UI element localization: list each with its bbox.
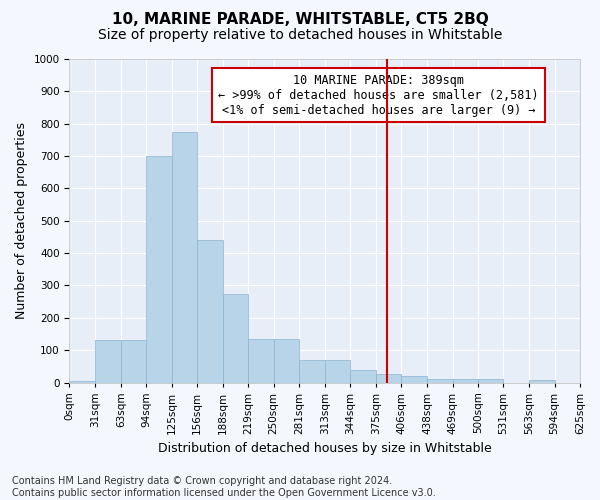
- Text: 10, MARINE PARADE, WHITSTABLE, CT5 2BQ: 10, MARINE PARADE, WHITSTABLE, CT5 2BQ: [112, 12, 488, 28]
- Bar: [478, 378, 503, 382]
- Bar: [95, 340, 121, 382]
- Bar: [401, 376, 427, 382]
- Bar: [376, 374, 401, 382]
- Bar: [121, 340, 146, 382]
- Bar: [146, 156, 172, 382]
- Text: Contains HM Land Registry data © Crown copyright and database right 2024.
Contai: Contains HM Land Registry data © Crown c…: [12, 476, 436, 498]
- Bar: [350, 370, 376, 382]
- Bar: [223, 294, 248, 382]
- Bar: [325, 360, 350, 382]
- Bar: [299, 360, 325, 382]
- Text: 10 MARINE PARADE: 389sqm
← >99% of detached houses are smaller (2,581)
<1% of se: 10 MARINE PARADE: 389sqm ← >99% of detac…: [218, 74, 539, 116]
- X-axis label: Distribution of detached houses by size in Whitstable: Distribution of detached houses by size …: [158, 442, 491, 455]
- Bar: [197, 240, 223, 382]
- Bar: [70, 381, 95, 382]
- Bar: [529, 380, 554, 382]
- Bar: [452, 378, 478, 382]
- Bar: [427, 378, 452, 382]
- Text: Size of property relative to detached houses in Whitstable: Size of property relative to detached ho…: [98, 28, 502, 42]
- Bar: [172, 132, 197, 382]
- Bar: [274, 339, 299, 382]
- Bar: [248, 339, 274, 382]
- Y-axis label: Number of detached properties: Number of detached properties: [15, 122, 28, 320]
